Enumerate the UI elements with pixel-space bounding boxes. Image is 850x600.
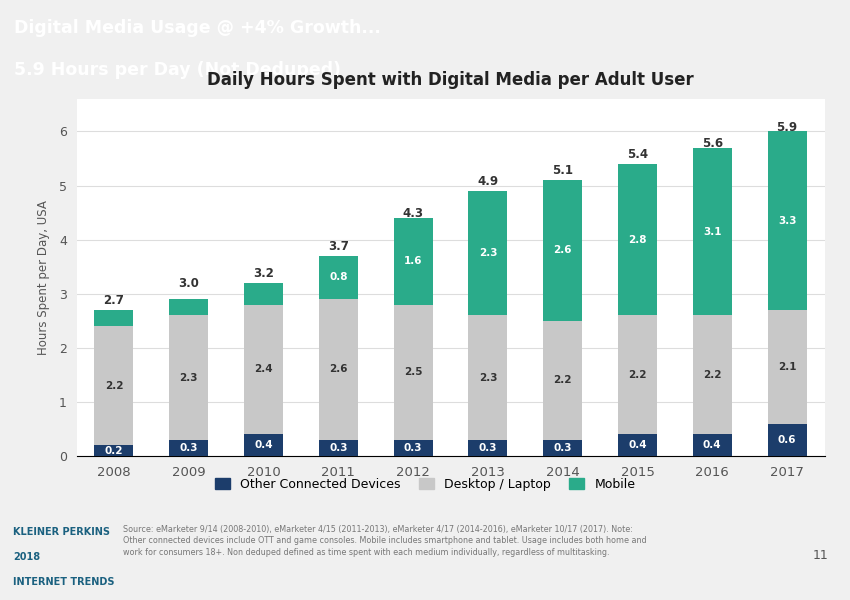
Text: 2.5: 2.5 [404, 367, 422, 377]
Bar [618, 434, 657, 456]
Text: 0.6: 0.6 [778, 435, 796, 445]
Text: 3.3: 3.3 [778, 216, 796, 226]
Bar [319, 256, 358, 299]
Bar [693, 434, 732, 456]
Text: 2.2: 2.2 [553, 375, 572, 385]
Bar [543, 321, 582, 440]
Text: INTERNET TRENDS: INTERNET TRENDS [13, 577, 114, 587]
Bar [244, 283, 283, 305]
Bar [768, 310, 807, 424]
Text: 0.4: 0.4 [628, 440, 647, 450]
Text: 0.8: 0.8 [329, 272, 348, 283]
Text: 0.3: 0.3 [179, 443, 198, 453]
Text: 2.6: 2.6 [329, 364, 348, 374]
Bar [543, 440, 582, 456]
Legend: Other Connected Devices, Desktop / Laptop, Mobile: Other Connected Devices, Desktop / Lapto… [210, 473, 640, 496]
Bar [169, 316, 208, 440]
Text: 2.3: 2.3 [479, 248, 497, 258]
Text: 2.6: 2.6 [553, 245, 572, 256]
Text: 2.1: 2.1 [778, 362, 796, 372]
Bar [618, 316, 657, 434]
Bar [768, 131, 807, 310]
Text: 3.7: 3.7 [328, 239, 348, 253]
Bar [543, 180, 582, 321]
Text: 5.6: 5.6 [702, 137, 722, 150]
Bar [468, 191, 507, 316]
Text: 2.3: 2.3 [479, 373, 497, 383]
Text: 0.3: 0.3 [479, 443, 497, 453]
Text: 1.6: 1.6 [404, 256, 422, 266]
Bar [94, 326, 133, 445]
Bar [693, 316, 732, 434]
Text: 5.1: 5.1 [552, 164, 573, 177]
Title: Daily Hours Spent with Digital Media per Adult User: Daily Hours Spent with Digital Media per… [207, 71, 694, 89]
Text: 0.4: 0.4 [703, 440, 722, 450]
Bar [319, 440, 358, 456]
Text: 3.2: 3.2 [253, 266, 274, 280]
Bar [169, 299, 208, 316]
Text: 0.2: 0.2 [105, 446, 123, 455]
Bar [244, 434, 283, 456]
Text: 2.8: 2.8 [628, 235, 647, 245]
Text: 0.3: 0.3 [404, 443, 422, 453]
Text: 5.9: 5.9 [777, 121, 797, 134]
Text: 2.7: 2.7 [104, 294, 124, 307]
Bar [169, 440, 208, 456]
Text: 2.2: 2.2 [628, 370, 647, 380]
Text: 2018: 2018 [13, 552, 40, 562]
Text: 3.0: 3.0 [178, 277, 199, 290]
Bar [94, 310, 133, 326]
Y-axis label: Hours Spent per Day, USA: Hours Spent per Day, USA [37, 200, 50, 355]
Text: 4.9: 4.9 [478, 175, 498, 188]
Text: Source: eMarketer 9/14 (2008-2010), eMarketer 4/15 (2011-2013), eMarketer 4/17 (: Source: eMarketer 9/14 (2008-2010), eMar… [123, 524, 647, 557]
Bar [394, 218, 433, 305]
Text: 0.4: 0.4 [254, 440, 273, 450]
Bar [468, 440, 507, 456]
Text: 2.2: 2.2 [703, 370, 722, 380]
Text: 11: 11 [813, 549, 829, 562]
Bar [94, 445, 133, 456]
Text: 0.3: 0.3 [329, 443, 348, 453]
Text: 2.4: 2.4 [254, 364, 273, 374]
Text: 5.4: 5.4 [627, 148, 648, 161]
Bar [244, 305, 283, 434]
Bar [618, 164, 657, 316]
Bar [768, 424, 807, 456]
Text: 0.3: 0.3 [553, 443, 572, 453]
Bar [394, 440, 433, 456]
Text: 3.1: 3.1 [703, 227, 722, 236]
Text: 2.3: 2.3 [179, 373, 198, 383]
Text: KLEINER PERKINS: KLEINER PERKINS [13, 527, 110, 537]
Text: 2.2: 2.2 [105, 380, 123, 391]
Bar [468, 316, 507, 440]
Bar [394, 305, 433, 440]
Bar [319, 299, 358, 440]
Text: 4.3: 4.3 [403, 207, 423, 220]
Bar [693, 148, 732, 316]
Text: Digital Media Usage @ +4% Growth...: Digital Media Usage @ +4% Growth... [14, 19, 381, 37]
Text: 5.9 Hours per Day (Not Deduped): 5.9 Hours per Day (Not Deduped) [14, 61, 341, 79]
